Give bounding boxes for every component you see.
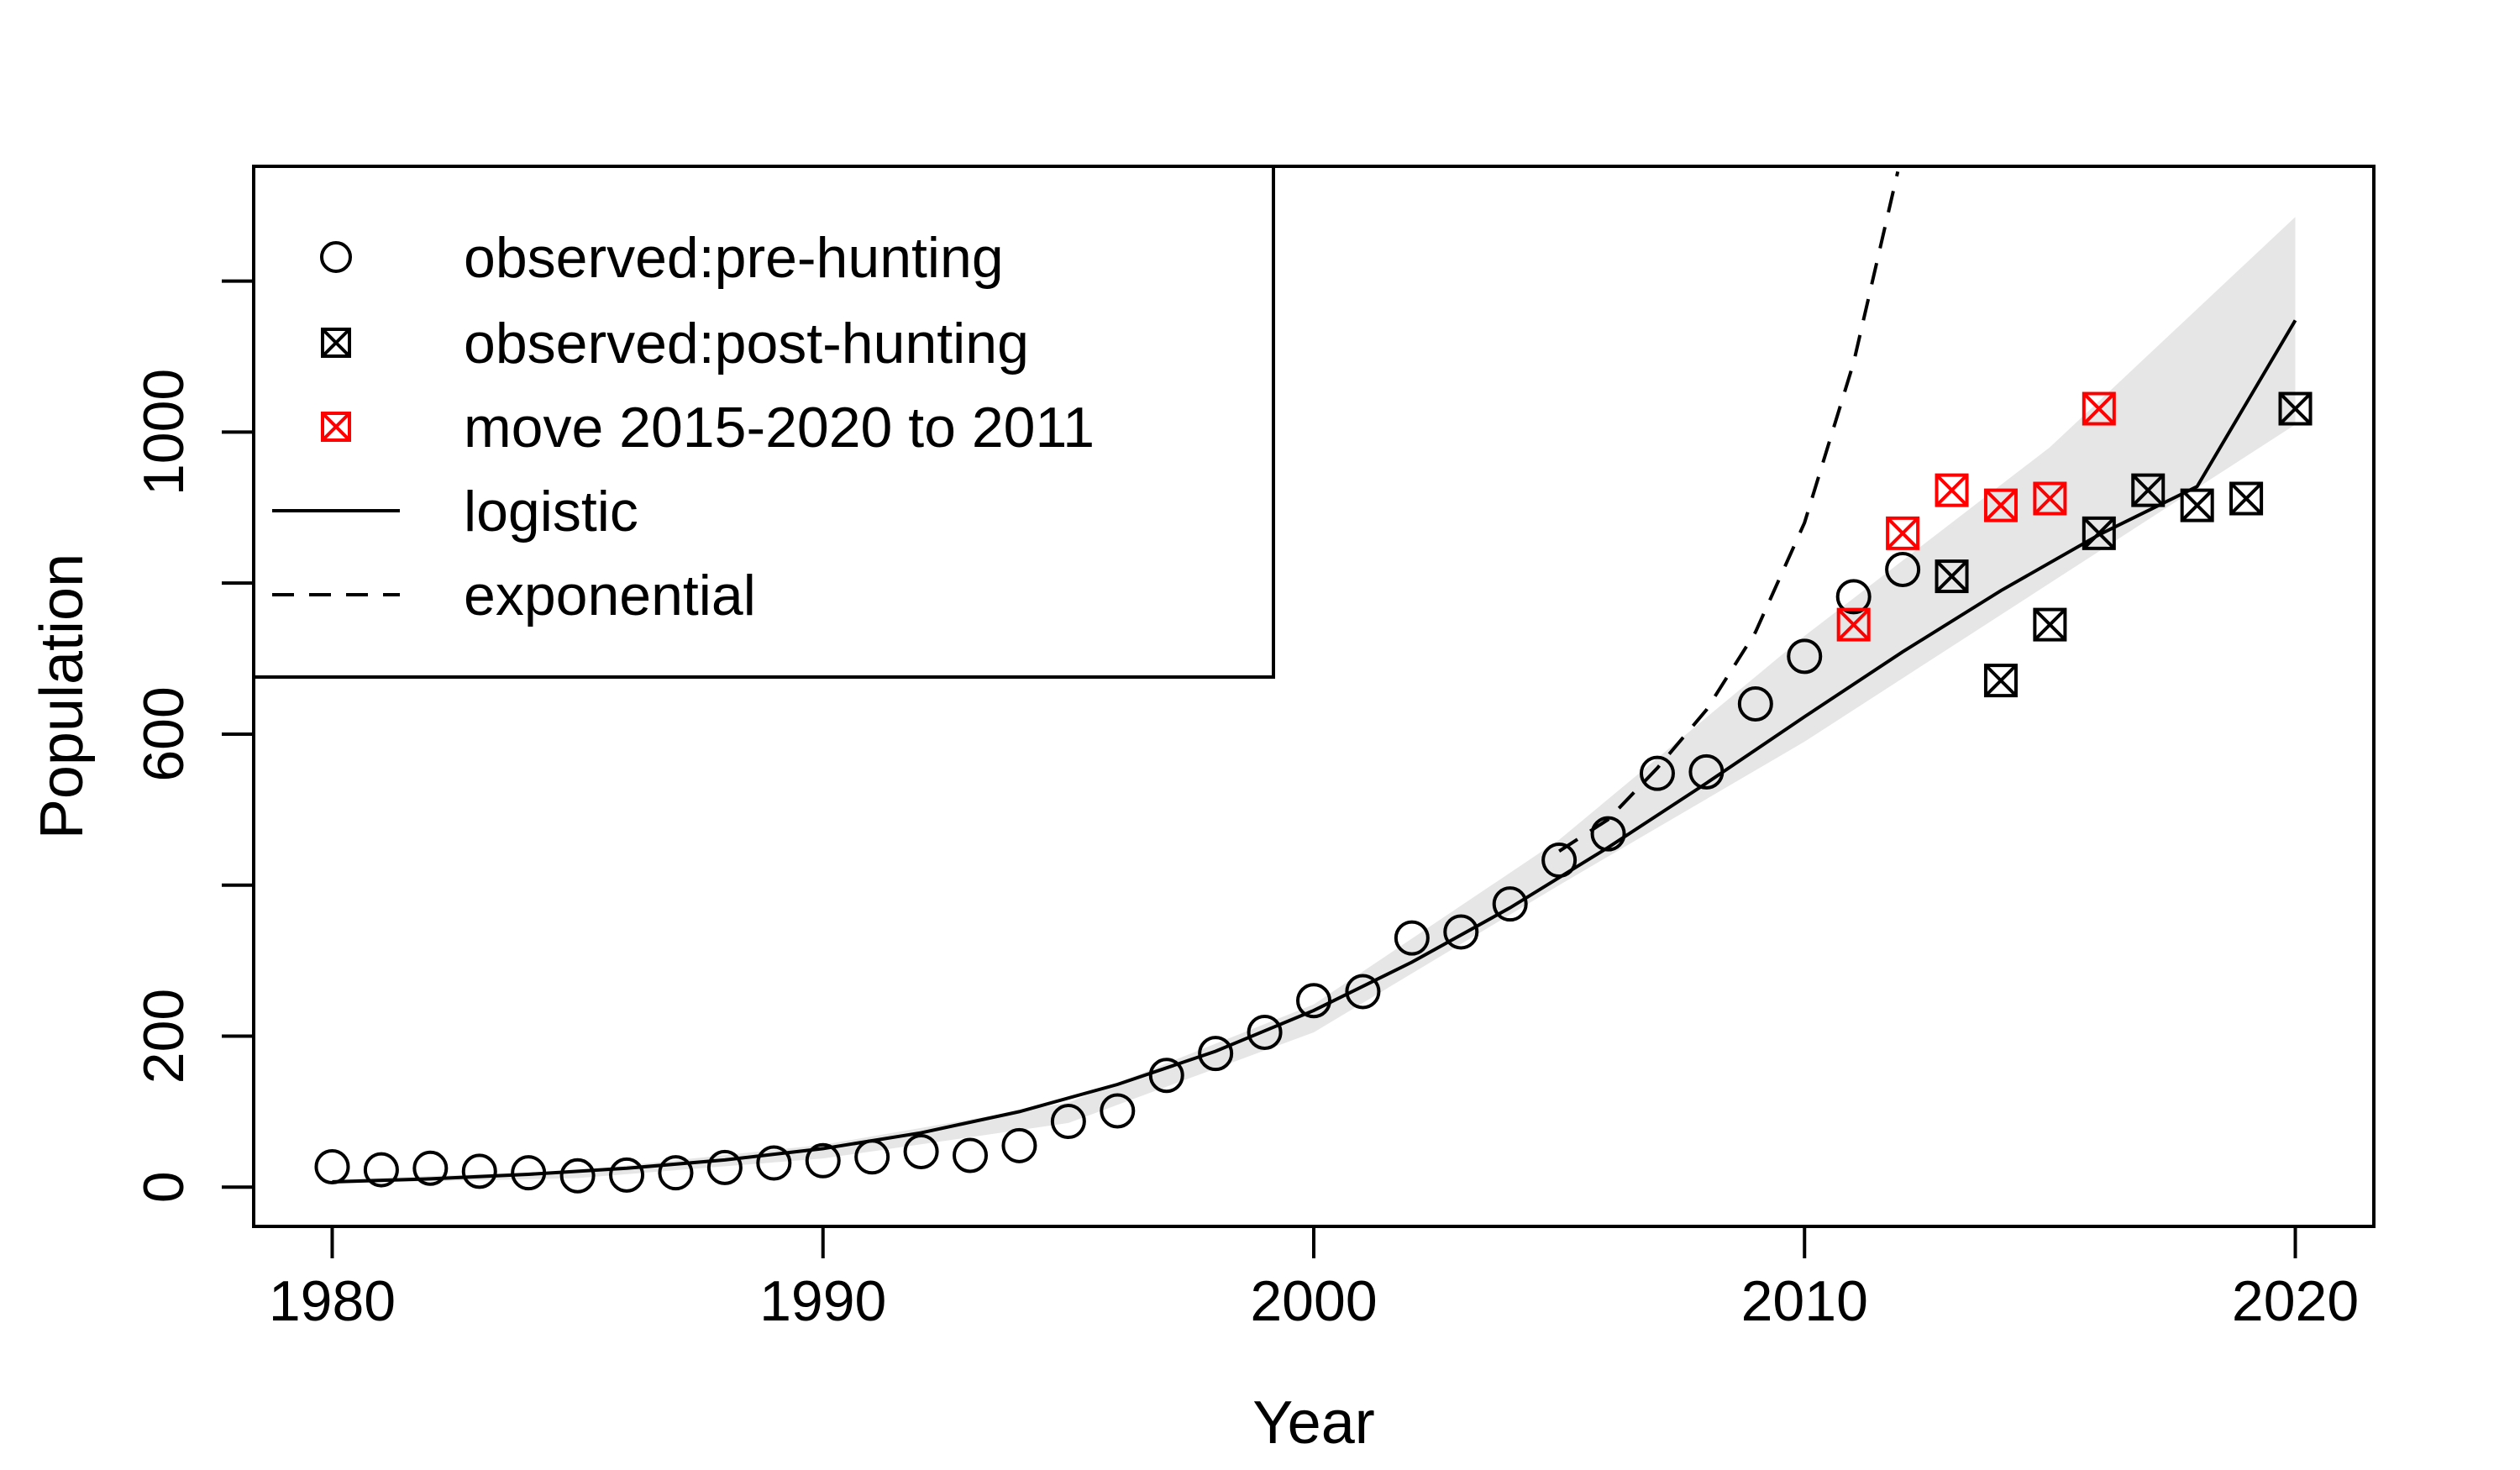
- legend-symbol: [321, 412, 351, 442]
- moved-point: [1886, 516, 1920, 550]
- pre-hunting-point: [1639, 755, 1675, 791]
- plot-frame: [252, 165, 2376, 1228]
- x-axis-title: Year: [1252, 1389, 1374, 1457]
- pre-hunting-point: [1541, 843, 1578, 879]
- pre-hunting-point: [412, 1150, 449, 1186]
- pre-hunting-point: [1394, 920, 1430, 956]
- post-hunting-point: [1983, 664, 2018, 698]
- y-tick-label: 1000: [132, 369, 196, 496]
- pre-hunting-point: [903, 1134, 939, 1170]
- pre-hunting-point: [805, 1142, 841, 1179]
- pre-hunting-point: [1148, 1058, 1184, 1094]
- legend-label: observed:pre-hunting: [464, 226, 1004, 290]
- post-hunting-point: [2033, 607, 2067, 642]
- legend-label: move 2015-2020 to 2011: [464, 396, 1095, 459]
- pre-hunting-point: [658, 1155, 694, 1191]
- post-hunting-point: [2131, 473, 2166, 507]
- legend-symbol: [320, 241, 352, 273]
- pre-hunting-point: [1688, 753, 1725, 790]
- exponential-curve: [1558, 171, 1900, 853]
- pre-hunting-point: [1198, 1036, 1234, 1072]
- pre-hunting-point: [559, 1158, 596, 1194]
- moved-point: [2033, 481, 2067, 516]
- post-hunting-point: [2278, 391, 2313, 426]
- pre-hunting-point: [1443, 914, 1479, 950]
- model-lines-layer: [332, 171, 2297, 1184]
- x-tick-label: 2020: [2232, 1269, 2359, 1333]
- legend-label: logistic: [464, 480, 638, 543]
- pre-hunting-point: [1835, 579, 1872, 615]
- moved-point: [2082, 391, 2116, 426]
- pre-hunting-point: [1345, 974, 1381, 1010]
- moved-point: [1836, 607, 1871, 642]
- pre-hunting-point: [363, 1152, 399, 1188]
- pre-hunting-point: [706, 1149, 743, 1185]
- post-hunting-point: [1935, 559, 1969, 594]
- pre-hunting-point: [609, 1157, 645, 1193]
- y-axis-title: Population: [29, 554, 96, 839]
- pre-hunting-point: [1590, 816, 1626, 852]
- pre-hunting-point: [953, 1137, 989, 1173]
- x-tick-label: 1980: [269, 1269, 396, 1333]
- y-tick-label: 0: [132, 1171, 196, 1203]
- logistic-curve: [332, 319, 2297, 1184]
- pre-hunting-point: [756, 1145, 792, 1181]
- pre-hunting-point: [1737, 685, 1773, 722]
- pre-hunting-point: [1492, 886, 1528, 922]
- pre-hunting-point: [1100, 1093, 1136, 1129]
- x-tick-label: 1990: [759, 1269, 886, 1333]
- pre-hunting-point: [461, 1153, 497, 1189]
- pre-hunting-point: [1885, 551, 1921, 587]
- post-hunting-point: [2229, 481, 2264, 516]
- pre-hunting-point: [854, 1139, 890, 1175]
- x-tick-label: 2000: [1250, 1269, 1377, 1333]
- data-points-layer: [314, 391, 2313, 1194]
- pre-hunting-point: [1050, 1104, 1086, 1140]
- post-hunting-point: [2082, 516, 2116, 550]
- pre-hunting-point: [1296, 983, 1331, 1019]
- pre-hunting-point: [1001, 1127, 1037, 1163]
- moved-point: [1983, 488, 2018, 522]
- pre-hunting-point: [511, 1155, 547, 1191]
- legend: observed:pre-hunting observed:post-huntin…: [252, 165, 1275, 679]
- y-tick-label: 600: [132, 686, 196, 781]
- pre-hunting-point: [1787, 638, 1823, 675]
- pre-hunting-point: [1247, 1014, 1283, 1050]
- legend-label: observed:post-hunting: [464, 312, 1029, 375]
- moved-point: [1935, 473, 1969, 507]
- legend-label: exponential: [464, 564, 756, 627]
- legend-symbol: [321, 328, 351, 358]
- y-tick-label: 200: [132, 989, 196, 1084]
- pre-hunting-point: [314, 1148, 350, 1184]
- x-tick-label: 2010: [1741, 1269, 1868, 1333]
- legend-box: [252, 165, 1275, 679]
- post-hunting-point: [2180, 488, 2214, 522]
